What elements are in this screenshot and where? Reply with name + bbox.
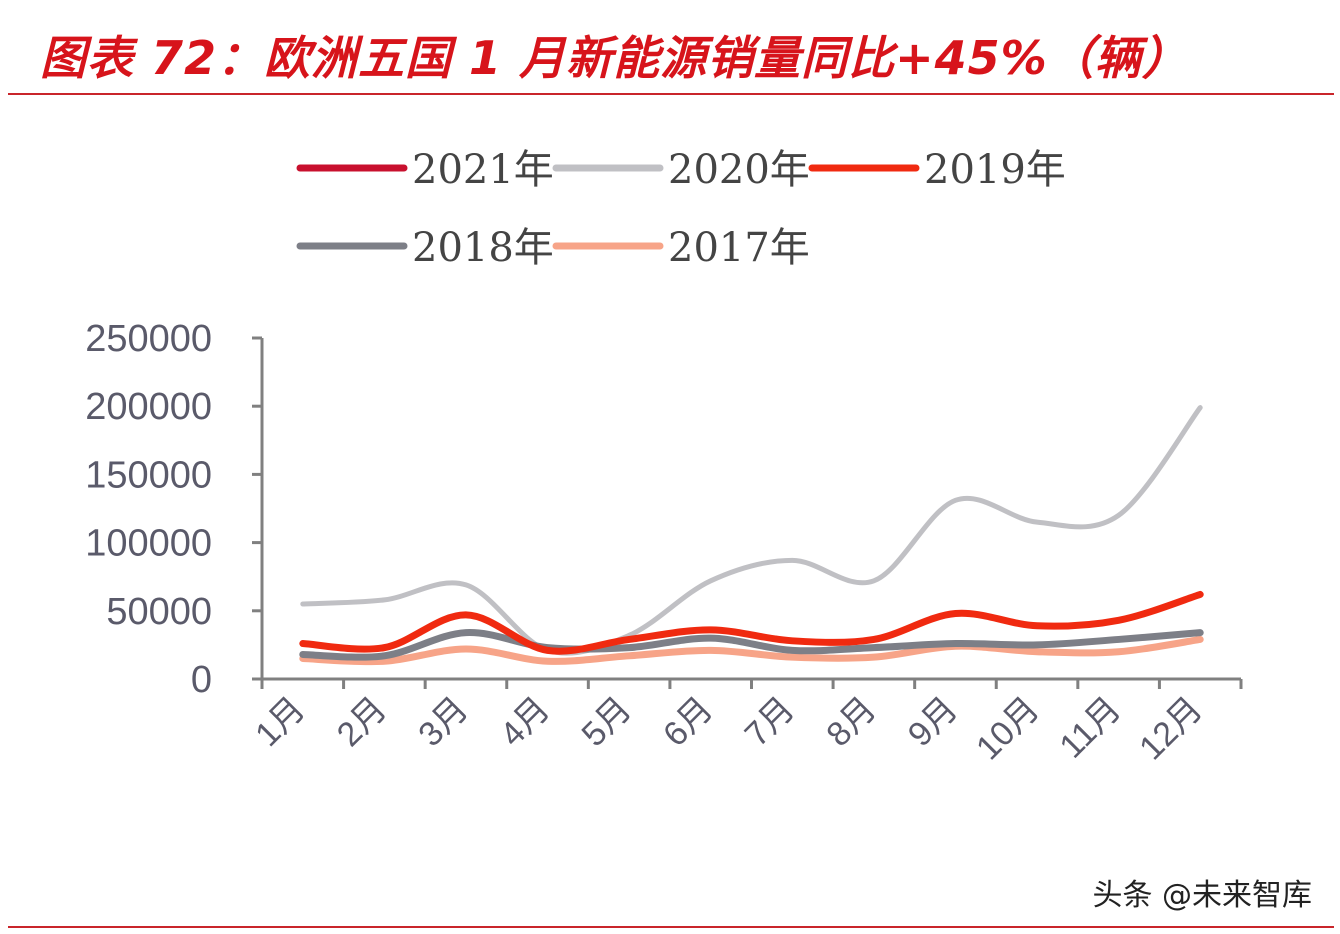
y-tick-label: 50000 xyxy=(106,591,212,633)
y-tick-label: 100000 xyxy=(85,523,212,565)
watermark: 头条 @未来智库 xyxy=(1092,878,1312,913)
legend-label: 2017年 xyxy=(668,225,810,271)
y-tick-label: 0 xyxy=(191,659,212,701)
legend-label: 2019年 xyxy=(924,147,1066,193)
bottom-rule xyxy=(8,926,1334,928)
legend-label: 2021年 xyxy=(412,147,554,193)
x-tick-label: 8月 xyxy=(819,690,883,754)
x-tick-label: 2月 xyxy=(330,690,394,754)
series-line-2017年 xyxy=(299,635,1204,666)
series-line-2018年 xyxy=(299,629,1204,661)
x-tick-label: 4月 xyxy=(493,690,557,754)
title-rule xyxy=(8,93,1334,95)
x-tick-label: 3月 xyxy=(411,690,475,754)
series-line-2019年 xyxy=(299,590,1204,655)
y-tick-label: 150000 xyxy=(85,454,212,496)
series-line-2020年 xyxy=(300,405,1203,656)
legend-label: 2020年 xyxy=(668,147,810,193)
x-tick-label: 7月 xyxy=(738,690,802,754)
x-tick-label: 10月 xyxy=(969,690,1047,768)
y-tick-label: 250000 xyxy=(85,318,212,360)
x-tick-label: 5月 xyxy=(574,690,638,754)
chart-title: 图表 72：欧洲五国 1 月新能源销量同比+45%（辆） xyxy=(40,31,1189,85)
legend-label: 2018年 xyxy=(412,225,554,271)
x-tick-label: 12月 xyxy=(1132,690,1210,768)
x-tick-label: 6月 xyxy=(656,690,720,754)
x-tick-label: 9月 xyxy=(901,690,965,754)
y-tick-label: 200000 xyxy=(85,386,212,428)
x-tick-label: 1月 xyxy=(248,690,312,754)
x-tick-label: 11月 xyxy=(1052,690,1128,766)
